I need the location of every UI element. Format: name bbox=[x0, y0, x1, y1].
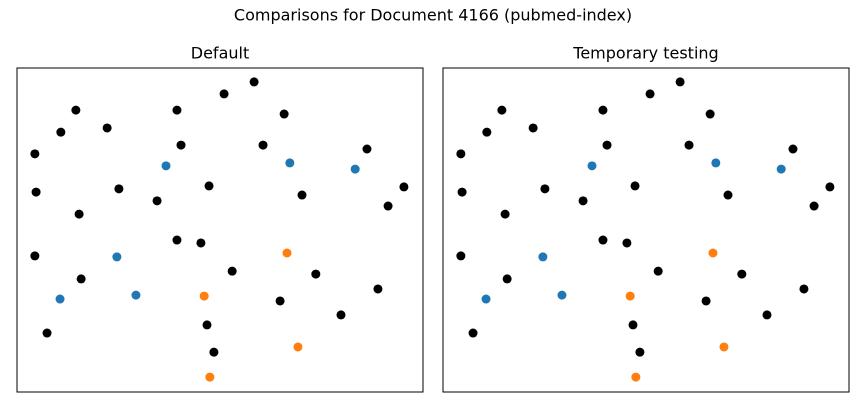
point bbox=[622, 238, 632, 248]
point bbox=[76, 274, 86, 284]
point bbox=[102, 123, 112, 133]
point bbox=[219, 89, 229, 99]
point bbox=[373, 284, 383, 294]
point bbox=[675, 77, 685, 87]
point bbox=[114, 184, 124, 194]
point bbox=[336, 310, 346, 320]
point bbox=[176, 140, 186, 150]
point bbox=[598, 105, 608, 115]
point bbox=[456, 251, 466, 261]
point bbox=[279, 109, 289, 119]
point bbox=[297, 190, 307, 200]
point bbox=[55, 294, 65, 304]
point bbox=[711, 158, 721, 168]
point bbox=[635, 347, 645, 357]
point bbox=[557, 290, 567, 300]
point bbox=[631, 372, 641, 382]
point bbox=[227, 266, 237, 276]
point bbox=[684, 140, 694, 150]
point bbox=[399, 182, 409, 192]
panel-title: Default bbox=[191, 44, 249, 63]
point bbox=[285, 158, 295, 168]
point bbox=[31, 187, 41, 197]
point bbox=[172, 105, 182, 115]
panel-title: Temporary testing bbox=[572, 44, 718, 63]
point bbox=[762, 310, 772, 320]
point bbox=[42, 328, 52, 338]
point bbox=[196, 238, 206, 248]
point bbox=[598, 235, 608, 245]
point bbox=[737, 269, 747, 279]
point bbox=[602, 140, 612, 150]
point bbox=[71, 105, 81, 115]
point bbox=[653, 266, 663, 276]
point bbox=[701, 296, 711, 306]
point bbox=[468, 328, 478, 338]
point bbox=[30, 149, 40, 159]
point bbox=[350, 164, 360, 174]
point bbox=[311, 269, 321, 279]
point bbox=[776, 164, 786, 174]
point bbox=[723, 190, 733, 200]
point bbox=[587, 161, 597, 171]
point bbox=[383, 201, 393, 211]
point bbox=[481, 294, 491, 304]
point bbox=[258, 140, 268, 150]
point bbox=[205, 372, 215, 382]
point bbox=[293, 342, 303, 352]
point bbox=[161, 161, 171, 171]
point bbox=[202, 320, 212, 330]
point bbox=[630, 181, 640, 191]
point bbox=[500, 209, 510, 219]
point bbox=[131, 290, 141, 300]
point bbox=[30, 251, 40, 261]
point bbox=[209, 347, 219, 357]
figure-title: Comparisons for Document 4166 (pubmed-in… bbox=[234, 6, 632, 25]
point bbox=[719, 342, 729, 352]
point bbox=[705, 109, 715, 119]
point bbox=[456, 149, 466, 159]
point bbox=[457, 187, 467, 197]
point bbox=[204, 181, 214, 191]
point bbox=[799, 284, 809, 294]
point bbox=[528, 123, 538, 133]
point bbox=[199, 291, 209, 301]
point bbox=[628, 320, 638, 330]
point bbox=[362, 144, 372, 154]
point bbox=[578, 196, 588, 206]
point bbox=[172, 235, 182, 245]
point bbox=[112, 252, 122, 262]
point bbox=[74, 209, 84, 219]
point bbox=[825, 182, 835, 192]
point bbox=[497, 105, 507, 115]
point bbox=[809, 201, 819, 211]
point bbox=[249, 77, 259, 87]
point bbox=[152, 196, 162, 206]
point bbox=[275, 296, 285, 306]
point bbox=[708, 248, 718, 258]
point bbox=[282, 248, 292, 258]
point bbox=[482, 127, 492, 137]
plot-frame bbox=[16, 67, 424, 393]
point bbox=[502, 274, 512, 284]
plot-frame bbox=[442, 67, 850, 393]
point bbox=[56, 127, 66, 137]
point bbox=[625, 291, 635, 301]
point bbox=[645, 89, 655, 99]
point bbox=[788, 144, 798, 154]
point bbox=[540, 184, 550, 194]
point bbox=[538, 252, 548, 262]
